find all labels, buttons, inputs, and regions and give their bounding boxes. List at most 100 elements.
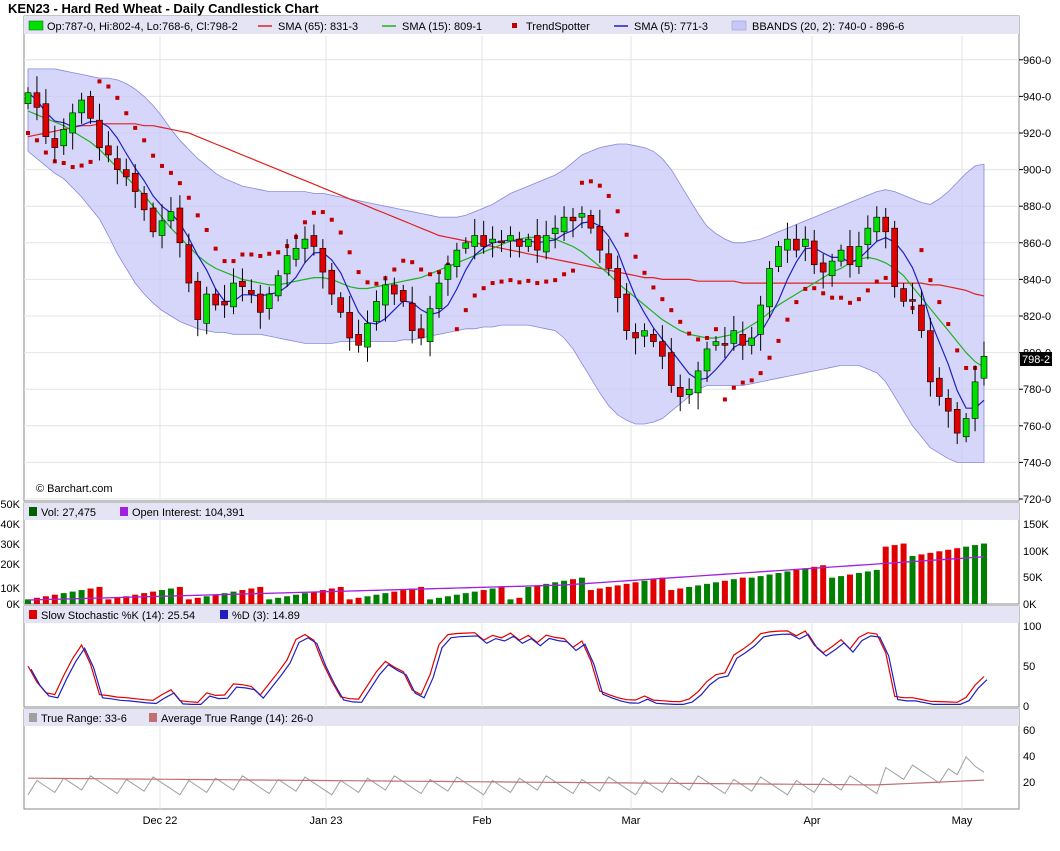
volume-bar: [185, 599, 192, 604]
candle-body: [399, 290, 407, 302]
volume-bar: [203, 596, 210, 604]
candle-body: [167, 211, 175, 222]
candle-body: [122, 169, 130, 178]
candle-body: [551, 227, 559, 234]
trendspotter-dot: [651, 285, 656, 290]
trendspotter-dot: [553, 278, 558, 283]
candle-body: [355, 333, 362, 346]
trendspotter-dot: [794, 300, 799, 305]
volume-bar: [400, 590, 407, 604]
volume-bar: [766, 574, 773, 604]
volume-bar: [846, 574, 853, 604]
candle-body: [96, 119, 103, 148]
trendspotter-dot: [222, 259, 227, 264]
volume-bar: [382, 593, 389, 604]
sma65-legend: SMA (65): 831-3: [278, 21, 358, 33]
candle-body: [909, 299, 916, 302]
open-interest-line: [27, 556, 985, 601]
volume-right-tick: 0K: [1023, 599, 1037, 611]
candle-body: [632, 332, 639, 339]
volume-bar: [480, 590, 487, 604]
volume-bar: [105, 599, 112, 604]
trendspotter-dot: [731, 385, 736, 390]
x-tick-label: Mar: [622, 815, 641, 827]
candle-body: [42, 103, 50, 137]
trendspotter-dot: [705, 335, 710, 340]
volume-bar: [355, 597, 362, 604]
candle-body: [721, 343, 729, 346]
volume-bar: [552, 582, 559, 604]
volume-bar: [319, 590, 326, 604]
volume-bar: [695, 585, 702, 604]
volume-bar: [266, 599, 273, 604]
true-range-line: [27, 755, 985, 796]
ohlc-swatch: [28, 20, 44, 31]
trendspotter-dot: [34, 138, 39, 143]
atr-line: [28, 777, 985, 786]
oi-legend: Open Interest: 104,391: [132, 507, 245, 519]
volume-bar: [659, 577, 666, 604]
trendspotter-dot: [410, 260, 415, 265]
volume-bar: [927, 552, 934, 604]
candle-body: [51, 138, 59, 148]
volume-bar: [453, 594, 460, 604]
volume-bar: [838, 576, 845, 604]
candle-body: [239, 280, 246, 288]
trendspotter-dot: [428, 272, 433, 277]
volume-bar: [775, 573, 782, 604]
volume-bar: [641, 580, 648, 604]
candle-body: [730, 330, 738, 344]
candle-body: [659, 341, 666, 357]
volume-bar: [936, 551, 943, 604]
candle-body: [87, 96, 94, 119]
trendspotter-dot: [311, 210, 316, 215]
candle-body: [667, 352, 675, 386]
volume-bar: [409, 588, 416, 604]
candle-body: [292, 247, 300, 260]
trendspotter-dot: [687, 331, 692, 336]
volume-bar: [230, 591, 237, 604]
candle-body: [274, 275, 282, 297]
trendspotter-dot: [508, 278, 513, 283]
trendspotter-dot: [624, 232, 629, 237]
trendspotter-dot: [660, 297, 665, 302]
volume-bar: [293, 594, 300, 604]
volume-bar: [802, 568, 809, 604]
volume-bar: [114, 597, 121, 604]
trendspotter-dot: [579, 180, 584, 185]
trendspotter-dot: [758, 371, 763, 376]
volume-bar: [471, 591, 478, 604]
candle-body: [417, 328, 425, 339]
trendspotter-dot: [606, 193, 611, 198]
candle-body: [569, 216, 577, 222]
trendspotter-dot: [535, 281, 540, 286]
candle-body: [578, 213, 586, 218]
price-tick-label: 740-0: [1023, 457, 1051, 469]
trendspotter-dot: [160, 163, 165, 168]
volume-bar: [543, 583, 550, 604]
candle-body: [810, 240, 818, 266]
trendspotter-dot: [588, 179, 593, 184]
volume-bar: [373, 594, 380, 604]
oi-swatch: [120, 507, 128, 516]
candle-body: [149, 207, 157, 233]
volume-bar: [918, 554, 925, 604]
candle-body: [980, 355, 988, 379]
volume-left-tick: 0K: [7, 599, 21, 611]
price-tick-label: 780-0: [1023, 384, 1051, 396]
candle-body: [346, 312, 353, 339]
stoch-k-line: [27, 630, 985, 704]
trendspotter-swatch: [512, 23, 517, 28]
trendspotter-dot: [320, 210, 325, 215]
candle-body: [819, 262, 827, 273]
trendspotter-dot: [696, 337, 701, 342]
trendspotter-dot: [490, 281, 495, 286]
trendspotter-dot: [856, 297, 861, 302]
candle-body: [221, 301, 228, 306]
trendspotter-dot: [812, 286, 817, 291]
volume-bar: [891, 545, 898, 604]
candle-body: [364, 323, 371, 348]
trendspotter-dot: [562, 272, 567, 277]
trendspotter-dot: [365, 280, 370, 285]
volume-bar: [864, 571, 871, 604]
